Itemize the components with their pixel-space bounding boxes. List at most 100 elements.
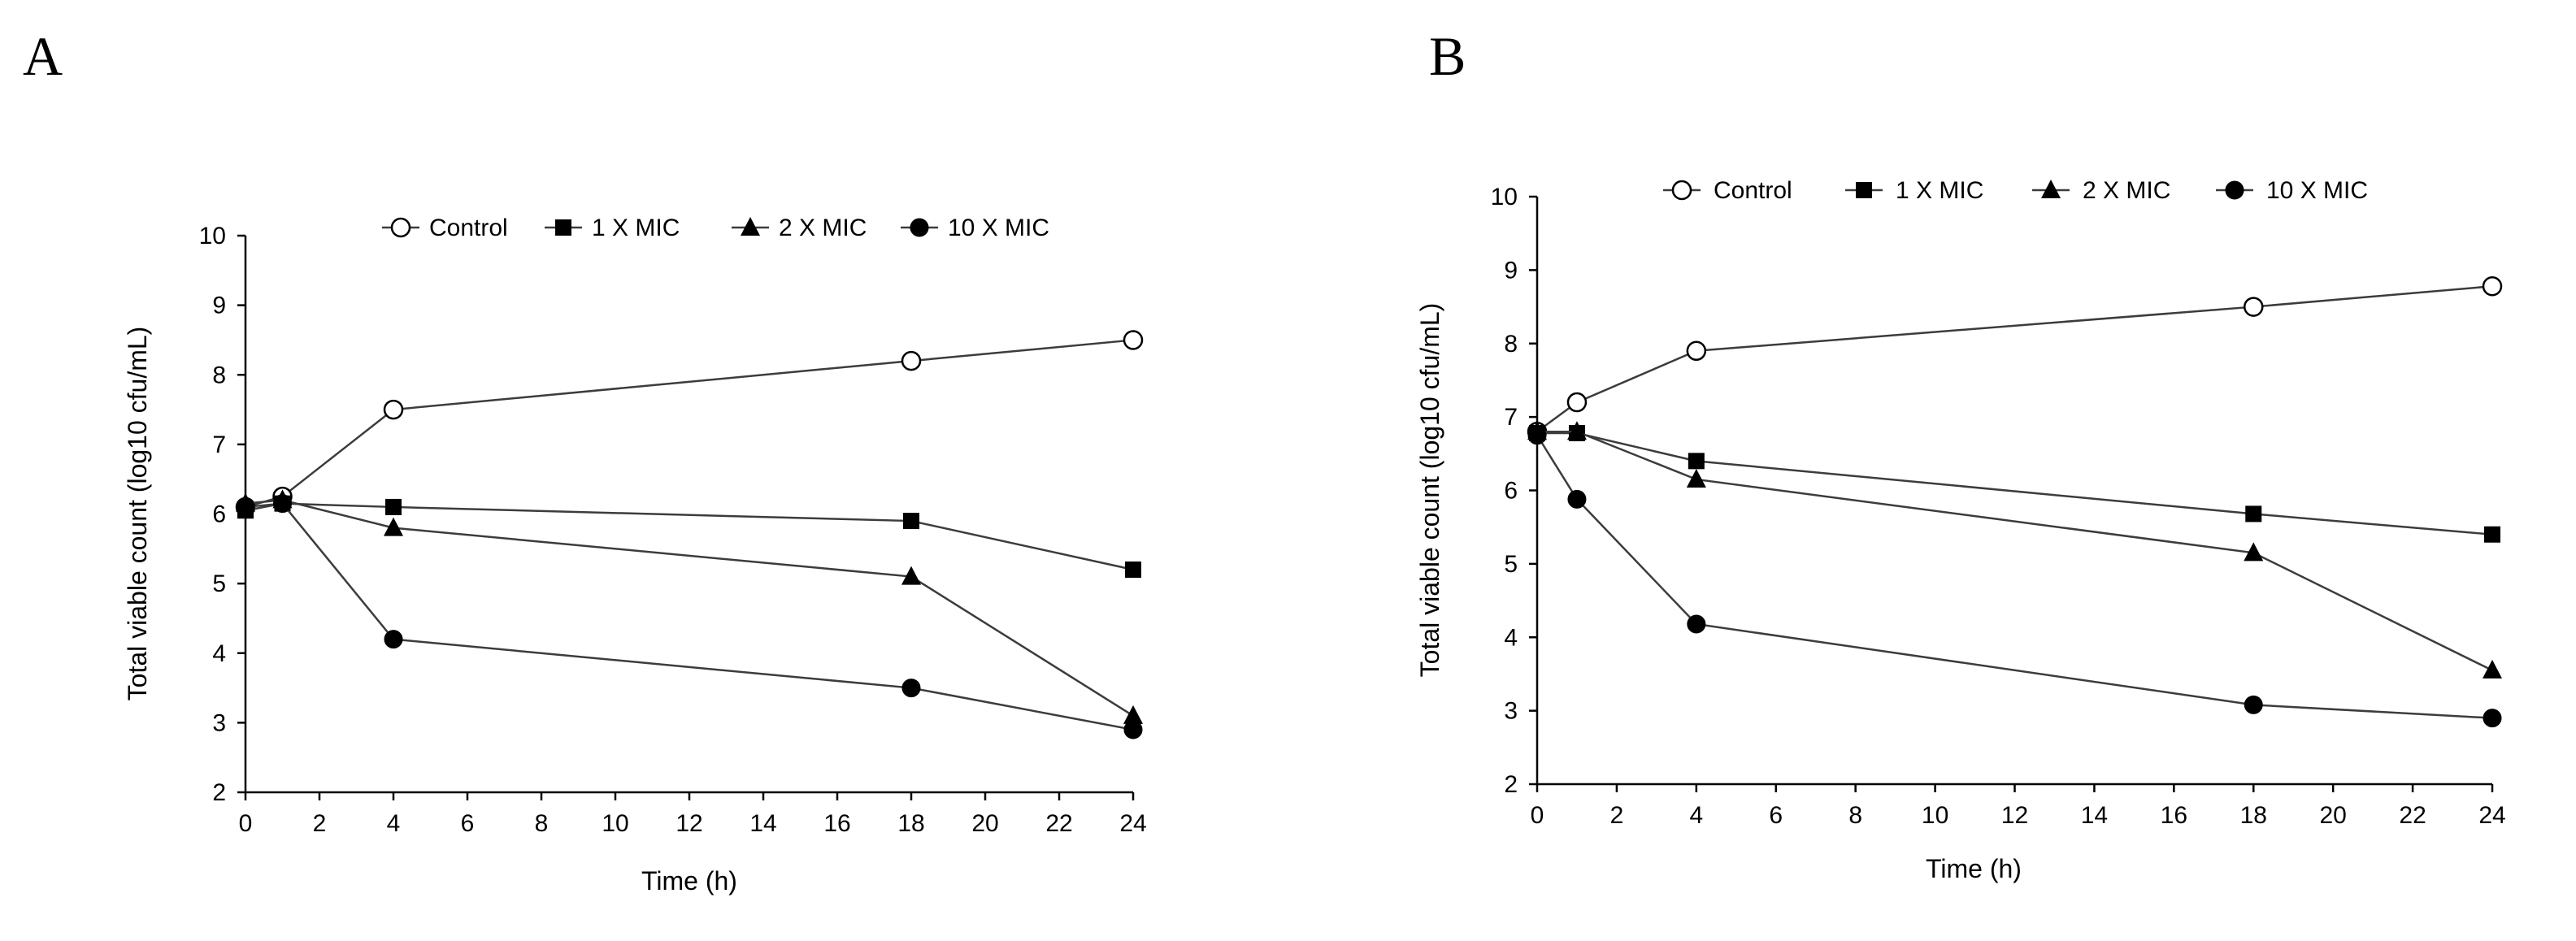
x-tick-label: 10 [602,810,628,837]
data-point [1123,330,1144,350]
x-tick-label: 6 [461,810,475,837]
x-tick-label: 10 [1922,802,1948,829]
data-point [273,494,292,514]
series-10-x-mic [1527,426,2502,728]
y-tick-label: 7 [212,431,226,458]
legend-label: 2 X MIC [779,215,867,241]
data-point [903,513,919,530]
legend-marker [1856,182,1872,198]
x-tick-label: 14 [2081,802,2108,829]
x-tick-label: 20 [2319,802,2346,829]
x-tick-label: 12 [675,810,702,837]
y-tick-label: 3 [1504,698,1518,725]
data-point [1566,421,1587,440]
y-tick-label: 4 [212,640,226,667]
x-tick-label: 12 [2001,802,2028,829]
y-tick-label: 4 [1504,624,1518,651]
legend-marker [555,219,571,236]
legend-label: 10 X MIC [2266,177,2368,204]
legend-label: 10 X MIC [948,215,1049,241]
legend-item: 2 X MIC [732,215,867,241]
y-axis-title: Total viable count (log10 cfu/mL) [1415,303,1444,678]
series-line [1537,430,2493,672]
legend-label: 1 X MIC [1896,177,1983,204]
y-tick-label: 9 [1504,257,1518,284]
legend-marker [910,218,929,237]
data-point [1688,453,1705,470]
data-point [1125,562,1141,578]
legend-item: 10 X MIC [2216,177,2368,204]
legend-marker [390,217,411,238]
x-tick-label: 8 [535,810,549,837]
x-tick-label: 16 [2161,802,2187,829]
y-tick-label: 5 [212,570,226,597]
data-point [2482,276,2503,297]
data-point [383,399,404,420]
data-point [384,517,403,536]
data-point [1567,489,1587,509]
data-point [2244,297,2264,317]
x-tick-label: 22 [2399,802,2426,829]
data-point [1123,705,1143,724]
data-point [1686,468,1706,488]
y-tick-label: 6 [212,501,226,528]
y-tick-label: 8 [212,362,226,388]
data-point [384,630,403,649]
series-2-x-mic [236,489,1143,724]
x-tick-label: 24 [2478,802,2505,829]
data-point [901,679,921,698]
x-axis-title: Time (h) [1926,854,2022,883]
y-tick-label: 8 [1504,331,1518,358]
data-point [385,498,402,515]
legend-item: Control [382,215,508,241]
series-line [245,502,1134,571]
y-tick-label: 5 [1504,551,1518,578]
legend: Control 1 X MIC 2 X MIC 10 X MIC [1663,177,2368,204]
y-tick-label: 7 [1504,404,1518,431]
x-tick-label: 6 [1769,802,1783,829]
data-point [1686,340,1707,362]
panel-label: A [23,25,63,87]
x-tick-label: 24 [1119,810,1146,837]
x-tick-label: 18 [2240,802,2267,829]
y-tick-label: 6 [1504,478,1518,505]
x-tick-label: 0 [239,810,253,837]
y-tick-label: 9 [212,293,226,319]
x-tick-label: 4 [1689,802,1703,829]
series-control [1527,276,2503,442]
legend-item: 2 X MIC [2032,177,2170,204]
data-point [2484,526,2500,543]
series-2-x-mic [1527,421,2502,679]
y-tick-label: 10 [199,223,226,249]
x-tick-label: 2 [1610,802,1624,829]
series-line [1537,431,2493,536]
legend-item: 1 X MIC [1845,177,1983,204]
x-tick-label: 16 [823,810,850,837]
x-tick-label: 0 [1531,802,1544,829]
legend-item: Control [1663,177,1792,204]
legend-label: 2 X MIC [2083,177,2170,204]
panel-label: B [1429,25,1466,87]
series-control [235,330,1144,518]
data-point [2245,505,2262,523]
legend-marker [741,217,760,236]
x-tick-label: 18 [897,810,924,837]
data-point [2483,709,2502,728]
series-line [245,499,1134,717]
series-line [1536,435,2493,719]
series-1-x-mic [1529,425,2500,543]
data-point [1123,720,1143,739]
data-point [2483,659,2502,679]
y-tick-label: 2 [1504,771,1518,798]
x-tick-label: 8 [1848,802,1862,829]
y-tick-label: 10 [1491,184,1518,210]
legend-label: Control [1714,177,1792,204]
legend-item: 1 X MIC [545,215,680,241]
x-tick-label: 22 [1045,810,1072,837]
y-axis-title: Total viable count (log10 cfu/mL) [123,327,152,701]
x-tick-label: 20 [971,810,998,837]
x-tick-label: 2 [313,810,327,837]
data-point [236,497,255,517]
